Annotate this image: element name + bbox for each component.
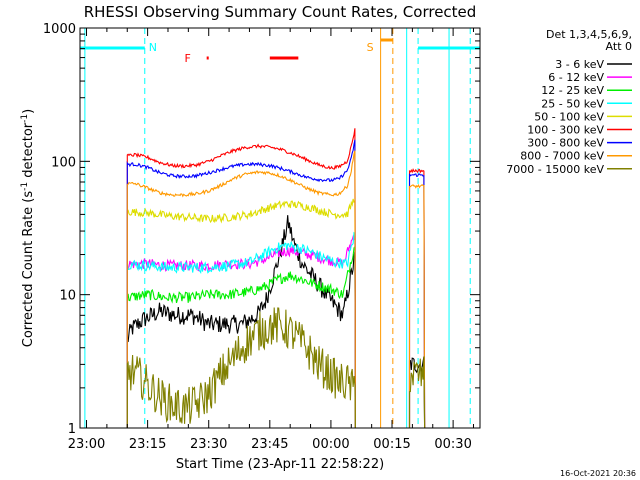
series-line	[408, 356, 426, 429]
series-line	[408, 173, 426, 429]
legend-label: 3 - 6 keV	[555, 58, 604, 71]
legend-label: 6 - 12 keV	[548, 71, 604, 84]
series-line	[126, 139, 356, 429]
x-tick-label: 00:30	[434, 437, 471, 452]
x-tick-label: 23:30	[190, 437, 227, 452]
y-tick-label: 1	[68, 422, 76, 437]
chart-title: RHESSI Observing Summary Count Rates, Co…	[84, 3, 477, 21]
legend-label: 50 - 100 keV	[534, 110, 604, 123]
y-axis-label-end: )	[21, 109, 36, 114]
series-line	[126, 128, 356, 429]
marker-label: S	[367, 41, 374, 54]
y-axis-label: Corrected Count Rate (s-1 detector-1)	[20, 109, 36, 347]
y-tick-label: 1000	[43, 22, 76, 37]
x-tick-label: 00:15	[373, 437, 410, 452]
series-line	[408, 168, 426, 429]
x-tick-label: 23:00	[68, 437, 105, 452]
y-tick-label: 10	[59, 289, 76, 304]
series-line	[126, 231, 356, 429]
y-axis-label-sup2: -1	[20, 114, 30, 123]
y-axis: 1 10 100 1000	[43, 22, 480, 437]
y-axis-label-mid: detector	[21, 122, 36, 182]
x-axis: 23:00 23:15 23:30 23:45 00:00 00:15 00:30	[68, 28, 474, 452]
flare-label: F	[184, 52, 190, 65]
legend-label: 800 - 7000 keV	[520, 150, 604, 163]
x-axis-label: Start Time (23-Apr-11 22:58:22)	[176, 457, 384, 472]
series-line	[126, 150, 356, 429]
legend-label: 12 - 25 keV	[541, 84, 604, 97]
y-tick-label: 100	[51, 155, 76, 170]
legend-label: 300 - 800 keV	[527, 137, 604, 150]
legend-label: 100 - 300 keV	[527, 124, 604, 137]
series-line	[126, 234, 356, 429]
marker-label: N	[149, 41, 157, 54]
legend-header: Att 0	[606, 40, 632, 53]
y-axis-label-main: Corrected Count Rate (s	[21, 191, 36, 348]
series-line	[126, 198, 356, 429]
x-tick-label: 00:00	[312, 437, 349, 452]
y-axis-label-sup1: -1	[20, 182, 30, 191]
legend-header: Det 1,3,4,5,6,9,	[546, 28, 632, 41]
footer-timestamp: 16-Oct-2021 20:36	[560, 469, 636, 478]
series-line	[126, 307, 356, 429]
series-line	[126, 245, 356, 429]
plot-area: N SF	[80, 28, 480, 429]
series-line	[408, 183, 426, 429]
legend-label: 25 - 50 keV	[541, 97, 604, 110]
x-tick-label: 23:45	[251, 437, 288, 452]
plot-frame	[79, 27, 481, 429]
x-tick-label: 23:15	[129, 437, 166, 452]
legend-label: 7000 - 15000 keV	[506, 163, 604, 176]
